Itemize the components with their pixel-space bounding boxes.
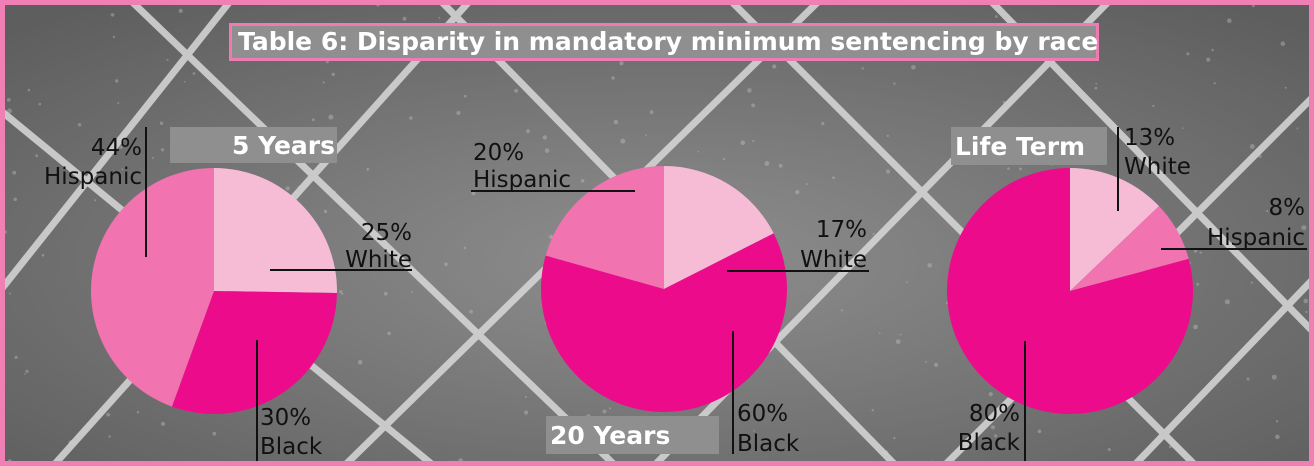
slice-name-label: Black — [737, 431, 800, 457]
pie-chart-0: 5 Years 25%White 30% Black 44% Hispanic — [44, 127, 412, 461]
pie-slice-black — [947, 168, 1194, 414]
slice-name-label: Hispanic — [1207, 225, 1305, 251]
slice-name-label: Hispanic — [473, 167, 571, 193]
pie-title: 5 Years — [232, 131, 335, 160]
pie-slice-white — [664, 166, 774, 289]
slice-name-label: Black — [260, 434, 323, 460]
slice-percent-label: 60% — [737, 401, 788, 427]
slice-name-label: White — [1124, 154, 1191, 180]
pie-slice-white — [1070, 168, 1159, 291]
pie-title-plate — [170, 127, 337, 163]
pie-slice-hispanic — [91, 168, 214, 407]
slice-name-label: White — [345, 247, 412, 273]
chart-title: Table 6: Disparity in mandatory minimum … — [229, 23, 1099, 61]
slice-percent-label: 17% — [816, 217, 867, 243]
slice-name-label: White — [800, 247, 867, 273]
pie-slice-black — [171, 291, 337, 414]
slice-percent-label: 13% — [1124, 125, 1175, 151]
slice-percent-label: 25% — [361, 220, 412, 246]
pie-title: Life Term — [955, 132, 1085, 161]
pie-slice-white — [214, 168, 337, 293]
pie-slice-hispanic — [545, 166, 664, 289]
pie-title-plate — [951, 127, 1107, 165]
pie-slice-hispanic — [1070, 206, 1189, 291]
slice-percent-label: 80% — [969, 401, 1020, 427]
slice-percent-label: 44% — [91, 135, 142, 161]
slice-percent-label: 20% — [473, 140, 524, 166]
slice-percent-label: 30% — [260, 405, 311, 431]
pie-title-plate — [546, 416, 719, 454]
pie-chart-1: 20 Years 17% White 60% Black 20%Hispanic — [471, 140, 869, 457]
slice-percent-label: 8% — [1269, 195, 1306, 221]
pie-title: 20 Years — [550, 421, 670, 450]
slice-name-label: Black — [958, 430, 1021, 456]
pie-chart-2: Life Term 13% White 8% Hispanic 80% Black — [947, 125, 1307, 461]
slice-name-label: Hispanic — [44, 164, 142, 190]
pie-slice-black — [540, 233, 787, 413]
